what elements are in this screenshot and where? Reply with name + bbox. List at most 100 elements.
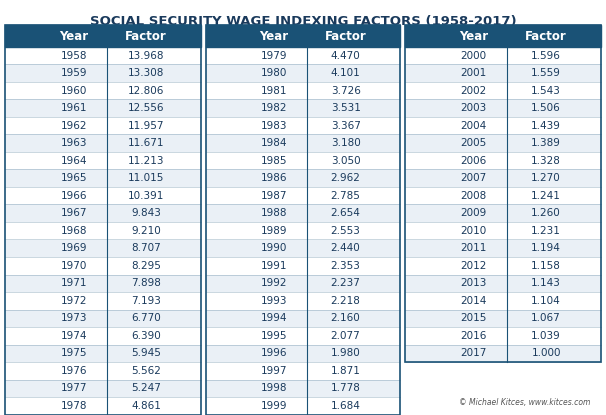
Bar	[5, 205, 201, 222]
Bar	[206, 205, 400, 222]
Bar	[206, 25, 400, 415]
Text: 1979: 1979	[261, 51, 287, 61]
Text: 3.726: 3.726	[331, 86, 361, 96]
Text: 1976: 1976	[61, 366, 87, 376]
Text: 1978: 1978	[61, 401, 87, 411]
Text: 1991: 1991	[261, 261, 287, 271]
Bar	[405, 152, 601, 169]
Text: 4.861: 4.861	[132, 401, 161, 411]
Text: 1975: 1975	[61, 348, 87, 358]
Bar	[5, 222, 201, 239]
Text: 12.806: 12.806	[128, 86, 164, 96]
Bar	[206, 327, 400, 344]
Text: 2008: 2008	[461, 191, 487, 201]
Bar	[5, 274, 201, 292]
Bar	[5, 134, 201, 152]
Text: 13.308: 13.308	[128, 68, 164, 78]
Text: 1967: 1967	[61, 208, 87, 218]
Text: 1.596: 1.596	[531, 51, 561, 61]
Bar	[405, 327, 601, 344]
Text: 1.389: 1.389	[531, 138, 561, 148]
Text: 1.506: 1.506	[531, 103, 561, 113]
Text: 1966: 1966	[61, 191, 87, 201]
Text: 2002: 2002	[461, 86, 487, 96]
Text: 1.871: 1.871	[331, 366, 361, 376]
Bar	[206, 152, 400, 169]
Text: 1.684: 1.684	[331, 401, 361, 411]
Text: 1990: 1990	[261, 243, 287, 253]
Text: 7.193: 7.193	[132, 296, 161, 306]
Text: 1959: 1959	[61, 68, 87, 78]
Text: 3.367: 3.367	[331, 121, 361, 131]
Text: 2.654: 2.654	[331, 208, 361, 218]
Text: 5.562: 5.562	[132, 366, 161, 376]
Bar	[405, 25, 601, 47]
Text: 4.101: 4.101	[331, 68, 361, 78]
Text: 2015: 2015	[461, 313, 487, 323]
Text: 1973: 1973	[61, 313, 87, 323]
Bar	[5, 327, 201, 344]
Bar	[405, 292, 601, 310]
Bar	[405, 25, 601, 362]
Text: Factor: Factor	[325, 29, 367, 42]
Text: 12.556: 12.556	[128, 103, 164, 113]
Text: SOCIAL SECURITY WAGE INDEXING FACTORS (1958-2017): SOCIAL SECURITY WAGE INDEXING FACTORS (1…	[90, 15, 516, 28]
Bar	[206, 344, 400, 362]
Text: 13.968: 13.968	[128, 51, 164, 61]
Text: 1.067: 1.067	[531, 313, 561, 323]
Text: 3.050: 3.050	[331, 156, 361, 166]
Text: 1964: 1964	[61, 156, 87, 166]
Text: 1981: 1981	[261, 86, 287, 96]
Bar	[405, 64, 601, 82]
Text: 1.241: 1.241	[531, 191, 561, 201]
Text: 1985: 1985	[261, 156, 287, 166]
Text: 1965: 1965	[61, 173, 87, 183]
Text: 1972: 1972	[61, 296, 87, 306]
Text: 2.553: 2.553	[331, 226, 361, 236]
Text: 1.104: 1.104	[531, 296, 561, 306]
Text: 2000: 2000	[461, 51, 487, 61]
Text: 1.039: 1.039	[531, 331, 561, 341]
Text: 2016: 2016	[461, 331, 487, 341]
Bar	[206, 362, 400, 379]
Text: 1977: 1977	[61, 383, 87, 393]
Text: 11.957: 11.957	[128, 121, 164, 131]
Text: 9.843: 9.843	[132, 208, 161, 218]
Text: 1.439: 1.439	[531, 121, 561, 131]
Bar	[206, 64, 400, 82]
Bar	[5, 47, 201, 64]
Text: 1969: 1969	[61, 243, 87, 253]
Bar	[206, 187, 400, 205]
Text: 1.194: 1.194	[531, 243, 561, 253]
Text: 1961: 1961	[61, 103, 87, 113]
Bar	[206, 169, 400, 187]
Text: 2.160: 2.160	[331, 313, 361, 323]
Text: 10.391: 10.391	[128, 191, 164, 201]
Text: 1.270: 1.270	[531, 173, 561, 183]
Text: 1995: 1995	[261, 331, 287, 341]
Bar	[206, 397, 400, 415]
Text: 2.962: 2.962	[331, 173, 361, 183]
Text: 2010: 2010	[461, 226, 487, 236]
Bar	[206, 82, 400, 100]
Bar	[405, 117, 601, 134]
Text: 1971: 1971	[61, 278, 87, 288]
Text: 8.295: 8.295	[132, 261, 161, 271]
Text: 2007: 2007	[461, 173, 487, 183]
Text: 1968: 1968	[61, 226, 87, 236]
Bar	[206, 100, 400, 117]
Text: 2.785: 2.785	[331, 191, 361, 201]
Text: 11.213: 11.213	[128, 156, 164, 166]
Text: 2017: 2017	[461, 348, 487, 358]
Bar	[405, 82, 601, 100]
Bar	[405, 169, 601, 187]
Text: 1999: 1999	[261, 401, 287, 411]
Text: 2012: 2012	[461, 261, 487, 271]
Bar	[405, 134, 601, 152]
Text: 2.353: 2.353	[331, 261, 361, 271]
Text: 6.770: 6.770	[132, 313, 161, 323]
Text: 8.707: 8.707	[132, 243, 161, 253]
Text: © Michael Kitces, www.kitces.com: © Michael Kitces, www.kitces.com	[459, 398, 590, 407]
Bar	[5, 239, 201, 257]
Bar	[5, 292, 201, 310]
